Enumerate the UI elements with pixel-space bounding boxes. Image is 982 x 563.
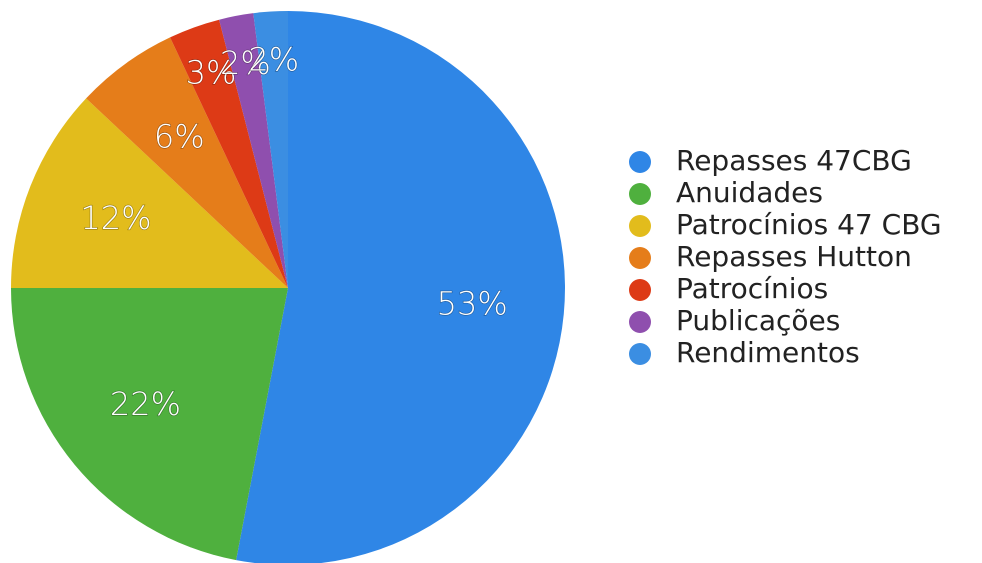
pie-slice	[11, 288, 288, 561]
pie-slice	[86, 37, 289, 288]
pie-slice	[11, 98, 288, 288]
pie-slice	[236, 11, 565, 563]
legend-label: Anuidades	[676, 176, 823, 209]
pie-slice	[253, 11, 288, 288]
slice-label: 2%	[248, 40, 299, 78]
legend-swatch	[629, 311, 651, 333]
legend-label: Publicações	[676, 304, 840, 337]
legend-swatch	[629, 247, 651, 269]
pie	[11, 11, 565, 563]
slice-label: 3%	[186, 53, 237, 91]
slice-labels: 53%22%12%6%3%2%2%	[80, 40, 509, 424]
slice-label: 6%	[154, 117, 205, 155]
legend-swatch	[629, 151, 651, 173]
legend-swatch	[629, 183, 651, 205]
slice-label: 53%	[437, 284, 508, 322]
slice-label: 12%	[80, 199, 151, 237]
legend-swatch	[629, 279, 651, 301]
legend-label: Repasses Hutton	[676, 240, 912, 273]
slice-label: 22%	[110, 385, 181, 423]
pie-slice	[219, 13, 288, 288]
legend-swatch	[629, 343, 651, 365]
legend-label: Patrocínios	[676, 272, 828, 305]
legend-label: Rendimentos	[676, 336, 860, 369]
legend-swatch	[629, 215, 651, 237]
slice-label: 2%	[220, 44, 271, 82]
pie-slice	[170, 19, 288, 289]
legend-label: Repasses 47CBG	[676, 144, 912, 177]
legend-label: Patrocínios 47 CBG	[676, 208, 942, 241]
